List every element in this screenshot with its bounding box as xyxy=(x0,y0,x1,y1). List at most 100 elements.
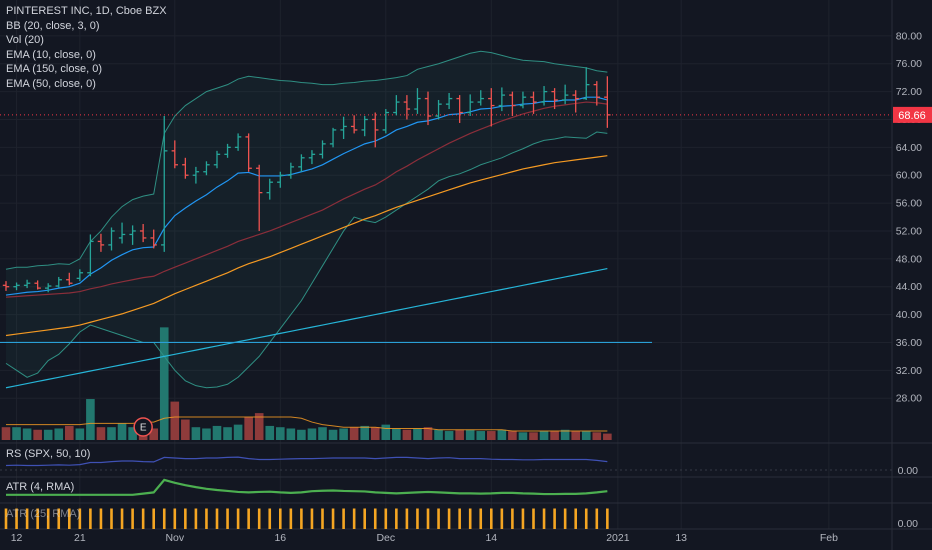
time-tick-0: 12 xyxy=(11,532,23,544)
volume-bar-36 xyxy=(381,424,391,440)
ohlc-bar-50 xyxy=(530,91,537,114)
ohlc-bar-31 xyxy=(329,127,337,148)
volume-bar-50 xyxy=(529,432,538,440)
volume-bar-32 xyxy=(339,428,348,440)
volume-bar-45 xyxy=(476,431,486,440)
ohlc-bar-26 xyxy=(277,171,284,188)
ohlc-bar-57 xyxy=(604,76,611,128)
ohlc-bar-39 xyxy=(414,88,421,114)
ohlc-bar-0 xyxy=(2,281,10,291)
ohlc-bar-7 xyxy=(76,269,84,282)
volume-bar-47 xyxy=(497,429,507,440)
atr25-column-57 xyxy=(606,508,609,529)
volume-bar-23 xyxy=(244,416,253,440)
ohlc-bar-3 xyxy=(34,280,41,290)
atr25-column-24 xyxy=(257,508,261,529)
time-tick-8: Feb xyxy=(820,532,838,544)
volume-bar-20 xyxy=(212,425,222,440)
atr25-column-6 xyxy=(68,508,71,529)
atr4-pane-label[interactable]: ATR (4, RMA) xyxy=(6,481,75,493)
atr25-column-38 xyxy=(405,508,409,529)
legend-ema50[interactable]: EMA (50, close, 0) xyxy=(6,77,96,90)
atr25-column-26 xyxy=(279,508,282,529)
volume-bar-24 xyxy=(254,413,264,440)
atr25-pane-label[interactable]: ATR (25, RMA) xyxy=(6,508,81,520)
atr25-column-49 xyxy=(521,508,525,529)
volume-bar-1 xyxy=(12,427,21,440)
atr25-column-10 xyxy=(110,508,113,529)
volume-bar-4 xyxy=(43,429,53,440)
atr25-column-31 xyxy=(331,508,335,529)
ema-50-line xyxy=(5,101,608,298)
legend-ema10[interactable]: EMA (10, close, 0) xyxy=(6,48,96,61)
rs-pane-label[interactable]: RS (SPX, 50, 10) xyxy=(6,448,91,460)
earnings-marker[interactable]: E xyxy=(133,417,153,437)
ohlc-bar-16 xyxy=(171,140,178,169)
legend-title[interactable]: PINTEREST INC, 1D, Cboe BZX xyxy=(6,5,167,17)
ohlc-bar-10 xyxy=(108,227,115,251)
volume-bar-18 xyxy=(191,427,201,440)
ohlc-bar-52 xyxy=(551,88,558,110)
ohlc-bar-33 xyxy=(350,115,358,134)
price-tick-4: 44.00 xyxy=(896,281,922,293)
legend-bb[interactable]: BB (20, close, 3, 0) xyxy=(6,19,100,32)
volume-bar-57 xyxy=(603,433,612,440)
atr25-column-5 xyxy=(57,508,61,529)
volume-bar-39 xyxy=(413,428,422,440)
atr25-column-0 xyxy=(4,508,8,529)
ohlc-bar-51 xyxy=(540,86,548,106)
last-price-label: 68.66 xyxy=(898,110,926,122)
atr4-line xyxy=(6,478,608,496)
atr25-column-16 xyxy=(173,508,177,529)
indicator-subpanes xyxy=(0,456,892,529)
volume-bar-7 xyxy=(75,428,85,440)
volume-bar-29 xyxy=(307,428,317,440)
atr25-column-29 xyxy=(310,508,314,529)
volume-bar-15 xyxy=(159,327,169,440)
ohlc-bar-9 xyxy=(97,233,105,252)
atr25-column-20 xyxy=(215,508,219,529)
volume-ma-line xyxy=(6,416,608,432)
price-tick-0: 28.00 xyxy=(896,393,922,405)
atr25-column-48 xyxy=(511,508,514,529)
atr25-column-22 xyxy=(236,508,240,529)
ohlc-bar-49 xyxy=(519,91,527,109)
volume-bar-5 xyxy=(54,428,64,440)
atr25-column-14 xyxy=(152,508,155,529)
atr25-column-23 xyxy=(247,508,250,529)
legend-vol[interactable]: Vol (20) xyxy=(6,34,44,46)
atr25-column-19 xyxy=(205,508,208,529)
ohlc-bar-19 xyxy=(203,161,210,176)
earnings-circle[interactable] xyxy=(133,417,153,437)
atr25-column-2 xyxy=(25,508,29,529)
legend-ema150[interactable]: EMA (150, close, 0) xyxy=(6,63,102,75)
chart-legend: PINTEREST INC, 1D, Cboe BZX BB (20, clos… xyxy=(6,4,167,91)
atr25-column-45 xyxy=(479,508,483,529)
volume-bars xyxy=(1,327,612,440)
ohlc-bar-55 xyxy=(583,67,590,100)
atr25-column-1 xyxy=(15,508,18,529)
time-tick-7: 13 xyxy=(675,532,687,544)
bb-band-area xyxy=(6,51,608,388)
ohlc-bar-25 xyxy=(266,178,273,200)
atr25-column-30 xyxy=(321,508,324,529)
time-tick-2: Nov xyxy=(165,532,184,544)
volume-bar-2 xyxy=(22,428,32,440)
ohlc-bar-29 xyxy=(308,150,316,165)
ohlc-bar-28 xyxy=(298,154,305,172)
volume-bar-51 xyxy=(539,431,549,440)
atr25-column-53 xyxy=(563,508,567,529)
volume-bar-56 xyxy=(592,432,602,440)
ohlc-bar-44 xyxy=(467,94,474,116)
bollinger-band-fill xyxy=(6,51,608,388)
volume-bar-33 xyxy=(349,427,359,440)
volume-bar-49 xyxy=(518,432,528,440)
atr25-column-9 xyxy=(99,508,103,529)
atr25-column-41 xyxy=(437,508,440,529)
ohlc-bar-56 xyxy=(593,81,600,106)
volume-bar-54 xyxy=(571,431,580,440)
atr25-column-37 xyxy=(395,508,398,529)
ohlc-bar-40 xyxy=(424,91,432,126)
time-tick-1: 21 xyxy=(74,532,86,544)
